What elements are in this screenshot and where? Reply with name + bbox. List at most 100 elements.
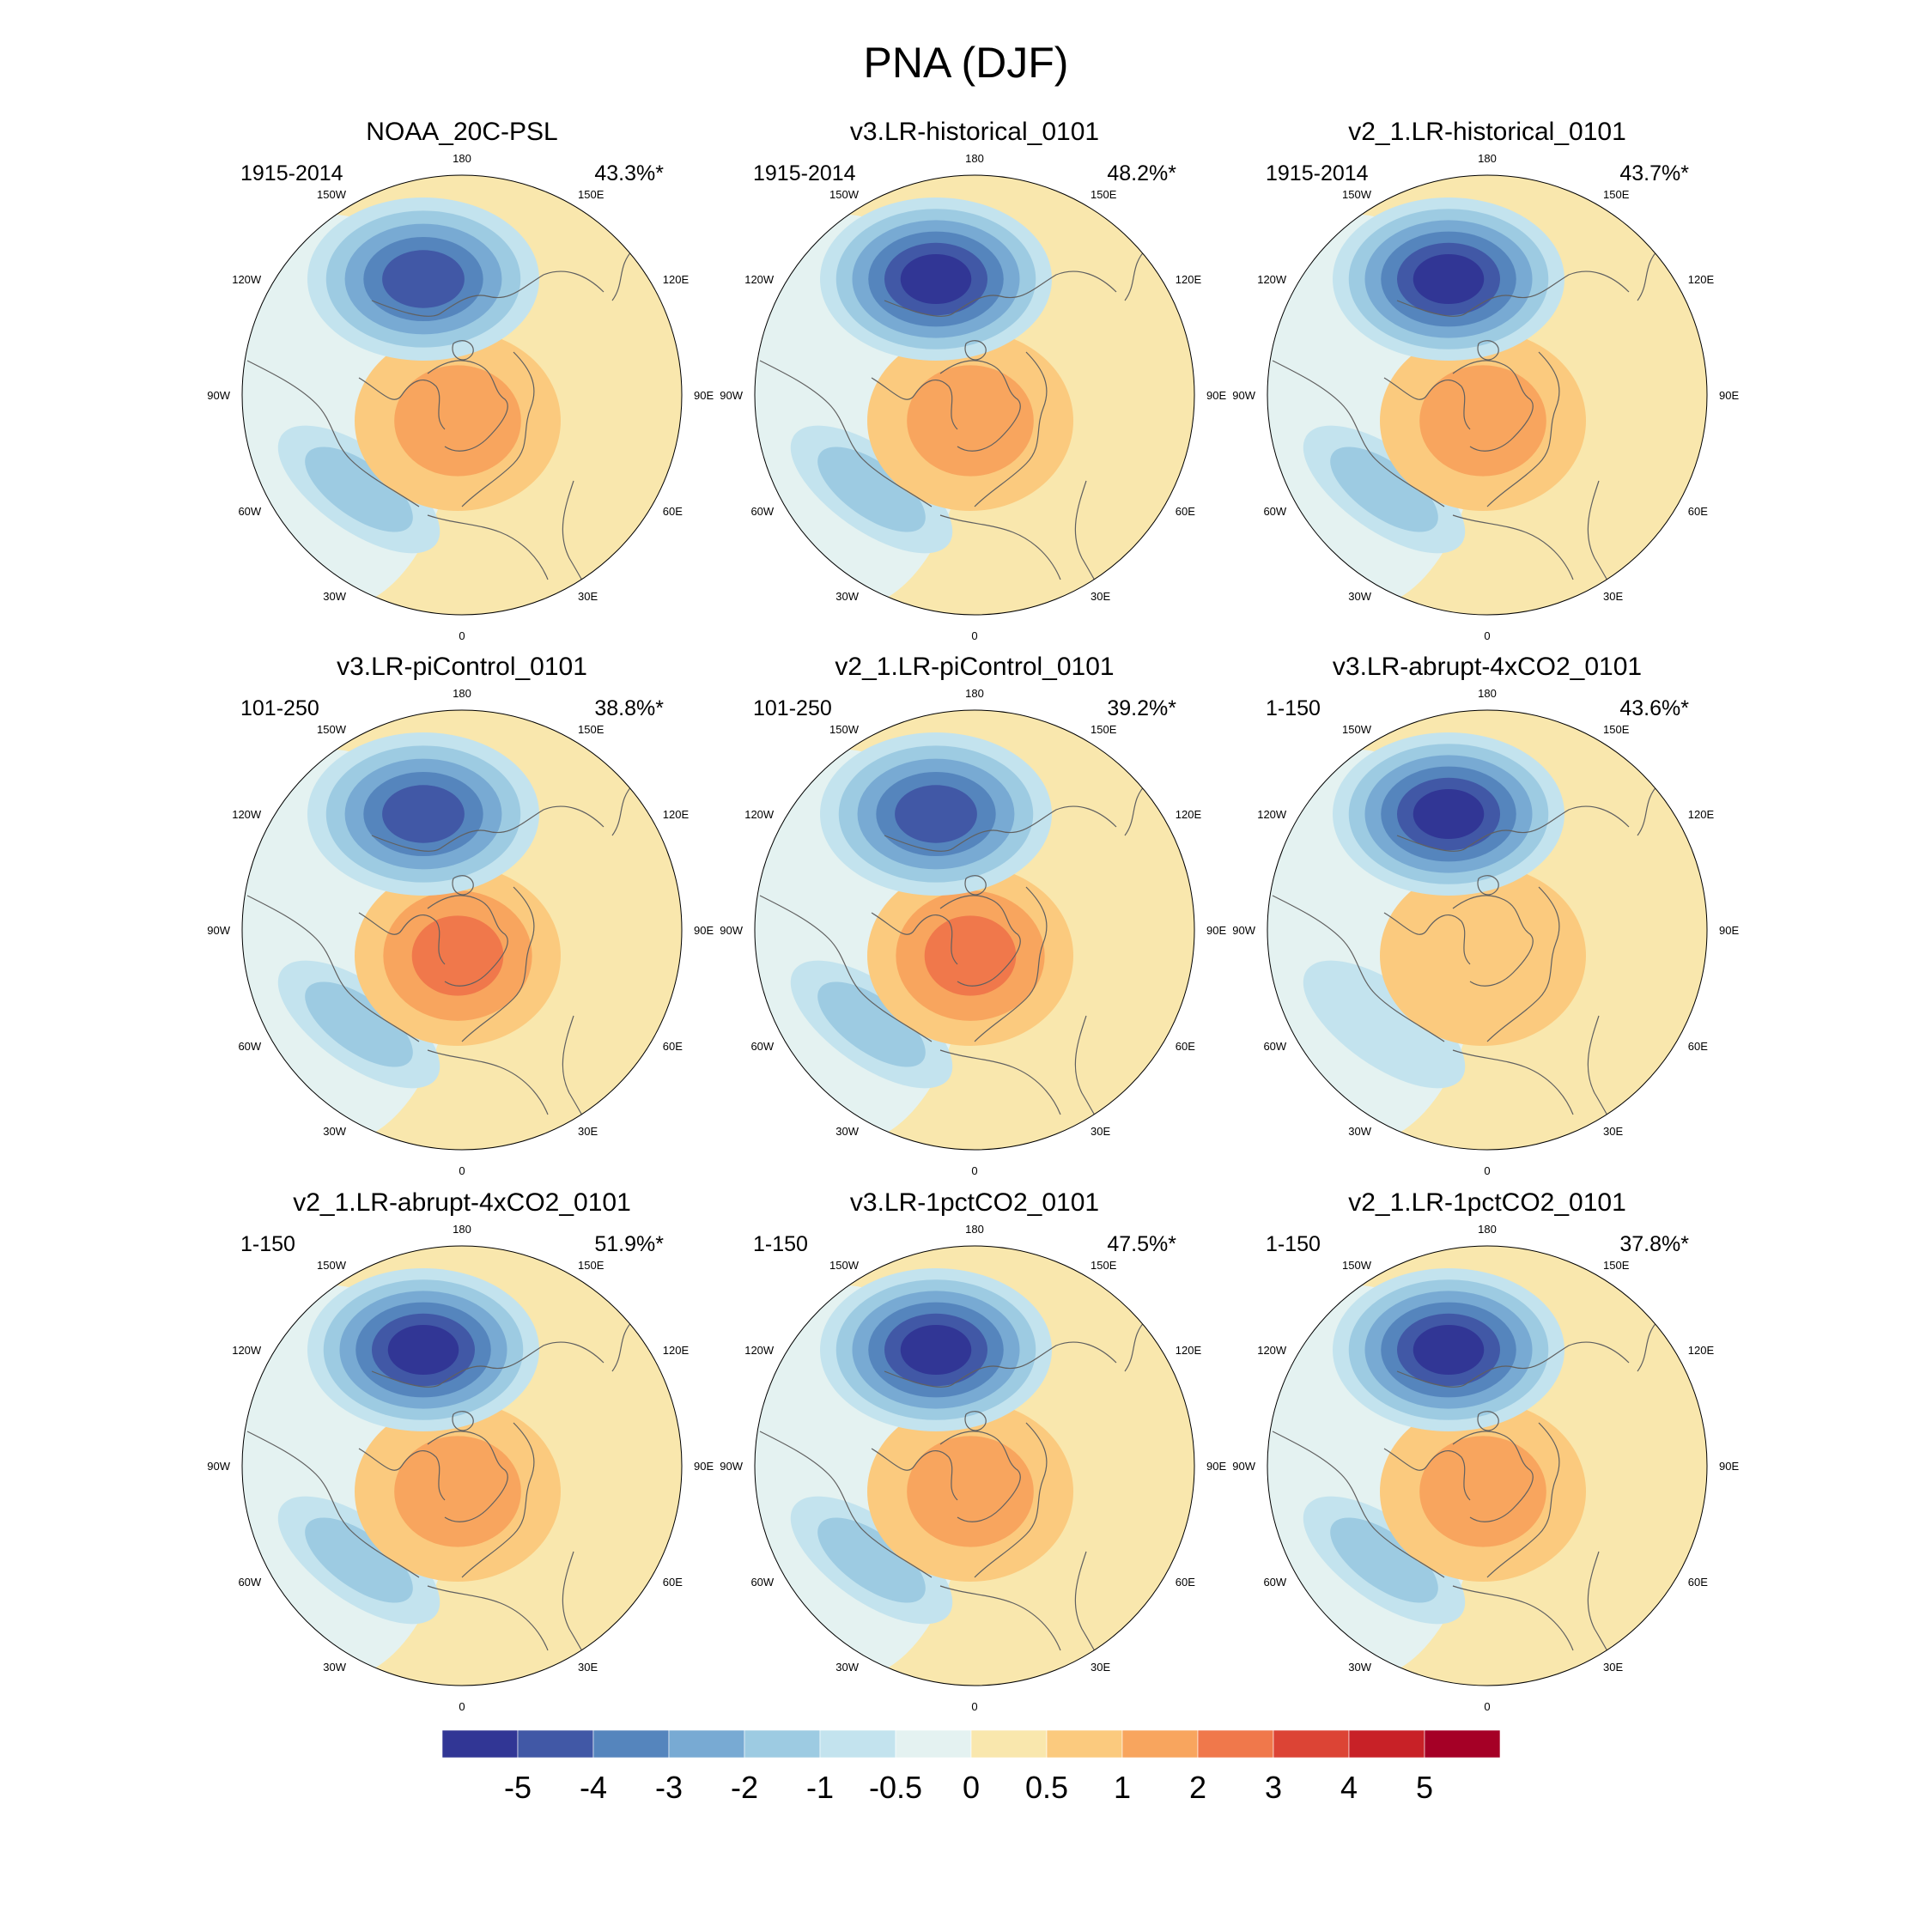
coastline — [884, 805, 1117, 852]
panel-variance: 38.8%* — [594, 696, 664, 720]
colorbar-tick-label: 3 — [1265, 1770, 1282, 1805]
longitude-label: 90E — [1719, 924, 1739, 937]
coastline — [452, 340, 474, 361]
coastline — [1124, 1319, 1147, 1372]
colorbar-swatch — [441, 1729, 519, 1759]
longitude-label: 150W — [1342, 188, 1372, 201]
coastline — [974, 1422, 1048, 1578]
low-contour — [382, 250, 465, 308]
colorbar-tick-label: 0.5 — [1025, 1770, 1068, 1805]
high-contour — [1419, 1436, 1546, 1547]
panel-variance: 48.2%* — [1107, 161, 1176, 185]
colorbar-swatch — [819, 1729, 896, 1759]
coastline — [759, 360, 933, 507]
coastline — [358, 912, 446, 965]
low-contour — [1413, 788, 1485, 840]
coastline — [939, 1049, 1061, 1115]
longitude-label: 30W — [323, 1661, 346, 1674]
panel-period: 1-150 — [1266, 1232, 1321, 1256]
colorbar-swatch — [1121, 1729, 1199, 1759]
field-contours — [242, 1246, 682, 1686]
longitude-label: 90W — [720, 1460, 743, 1473]
coastline — [939, 895, 1021, 987]
coastline — [246, 360, 420, 507]
high-contour — [394, 365, 521, 477]
longitude-label: 90E — [1206, 1460, 1226, 1473]
map-boundary — [241, 1245, 683, 1686]
atlantic-contour — [1330, 1517, 1438, 1603]
colorbar-swatch — [970, 1729, 1048, 1759]
panel-title: v2_1.LR-abrupt-4xCO2_0101 — [293, 1188, 631, 1217]
longitude-label: 0 — [459, 1700, 465, 1713]
coastline — [1477, 875, 1499, 896]
longitude-label: 30W — [1348, 1661, 1371, 1674]
longitude-label: 90W — [207, 389, 230, 402]
panel-title: v3.LR-piControl_0101 — [337, 653, 587, 681]
map-panel: 180 150E 120E 90E 60E 30E 0 30W 60W 90W 120W 150W v3… — [207, 653, 714, 1177]
longitude-label: 60E — [663, 1576, 683, 1589]
coastline — [358, 377, 446, 430]
panel-title: NOAA_20C-PSL — [366, 118, 557, 146]
atlantic-contour — [1330, 447, 1438, 532]
coastline — [974, 351, 1048, 507]
low-contour — [387, 1324, 459, 1376]
colorbar-swatch — [1046, 1729, 1123, 1759]
longitude-label: 30W — [323, 590, 346, 603]
longitude-label: 180 — [1478, 1223, 1497, 1236]
longitude-label: 30E — [1603, 590, 1623, 603]
map-panel: 180 150E 120E 90E 60E 30E 0 30W 60W 90W 120W 150W v2… — [720, 653, 1226, 1177]
map-panel: 180 150E 120E 90E 60E 30E 0 30W 60W 90W 120W 150W v3… — [720, 1188, 1226, 1713]
coastline — [1452, 1585, 1574, 1651]
longitude-label: 90E — [694, 924, 714, 937]
map-panel: 180 150E 120E 90E 60E 30E 0 30W 60W 90W 120W 150W v2… — [1232, 118, 1739, 642]
longitude-label: 150W — [829, 1259, 860, 1272]
longitude-label: 120E — [663, 808, 690, 821]
longitude-label: 120W — [232, 808, 262, 821]
longitude-label: 90W — [207, 924, 230, 937]
longitude-label: 90E — [1206, 389, 1226, 402]
longitude-label: 0 — [971, 1700, 977, 1713]
longitude-label: 180 — [965, 152, 984, 165]
coastline — [611, 783, 635, 836]
high-contour — [411, 915, 504, 996]
panel-title: v2_1.LR-1pctCO2_0101 — [1348, 1188, 1626, 1217]
coastline — [371, 270, 605, 317]
panel-title: v3.LR-historical_0101 — [850, 118, 1099, 146]
panel-variance: 47.5%* — [1107, 1232, 1176, 1256]
coastlines — [1272, 1319, 1660, 1681]
coastline — [1452, 360, 1534, 452]
longitude-label: 120W — [744, 808, 775, 821]
longitude-label: 120W — [1257, 273, 1287, 286]
colorbar-swatch — [1424, 1729, 1501, 1759]
coastline — [1272, 895, 1445, 1042]
field-contours — [755, 175, 1194, 615]
figure-title: PNA (DJF) — [864, 39, 1069, 87]
coastline — [1486, 351, 1560, 507]
field-contours — [755, 1246, 1194, 1686]
longitude-label: 150E — [578, 188, 605, 201]
coastlines — [759, 1319, 1147, 1681]
colorbar-tick-label: 2 — [1189, 1770, 1206, 1805]
map-panel: 180 150E 120E 90E 60E 30E 0 30W 60W 90W 120W 150W NO… — [207, 118, 714, 642]
coastline — [246, 1431, 420, 1578]
longitude-label: 30E — [578, 590, 598, 603]
colorbar-tick-label: -3 — [655, 1770, 683, 1805]
longitude-label: 60E — [1176, 1576, 1195, 1589]
panel-variance: 39.2%* — [1107, 696, 1176, 720]
panels-grid: 180 150E 120E 90E 60E 30E 0 30W 60W 90W 120W 150W NO… — [207, 118, 1739, 1713]
longitude-label: 90W — [720, 389, 743, 402]
map-boundary — [1267, 1245, 1708, 1686]
coastline — [1272, 360, 1445, 507]
longitude-label: 150E — [1091, 723, 1117, 736]
map-boundary — [754, 174, 1195, 616]
longitude-label: 0 — [1484, 1700, 1490, 1713]
coastline — [964, 340, 987, 361]
colorbar-swatch — [1273, 1729, 1350, 1759]
longitude-label: 150E — [1603, 723, 1630, 736]
panel-period: 101-250 — [753, 696, 832, 720]
longitude-label: 150W — [317, 188, 347, 201]
longitude-label: 60W — [750, 505, 774, 518]
atlantic-contour — [1303, 960, 1466, 1089]
high-contour — [907, 365, 1034, 477]
longitude-label: 30E — [1091, 590, 1110, 603]
